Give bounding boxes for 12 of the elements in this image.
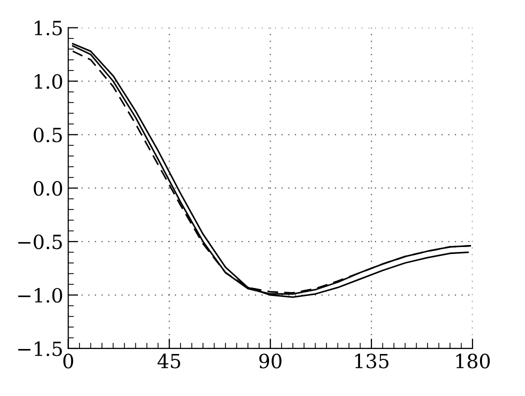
y-tick-label: −1.5 bbox=[18, 341, 62, 356]
y-tick-label: 0.0 bbox=[34, 181, 62, 196]
y-tick-label: −1.0 bbox=[18, 288, 62, 303]
y-tick-label: 0.5 bbox=[34, 128, 62, 142]
y-tick-label: 1.5 bbox=[34, 20, 62, 36]
x-tick-label: 0 bbox=[63, 354, 74, 368]
x-tick-label: 90 bbox=[259, 354, 282, 368]
x-tick-label: 135 bbox=[355, 354, 388, 368]
x-tick-label: 45 bbox=[158, 354, 180, 368]
y-tick-label: −0.5 bbox=[18, 234, 62, 250]
x-tick-label: 180 bbox=[456, 354, 490, 368]
y-tick-label: 1.0 bbox=[34, 74, 62, 89]
